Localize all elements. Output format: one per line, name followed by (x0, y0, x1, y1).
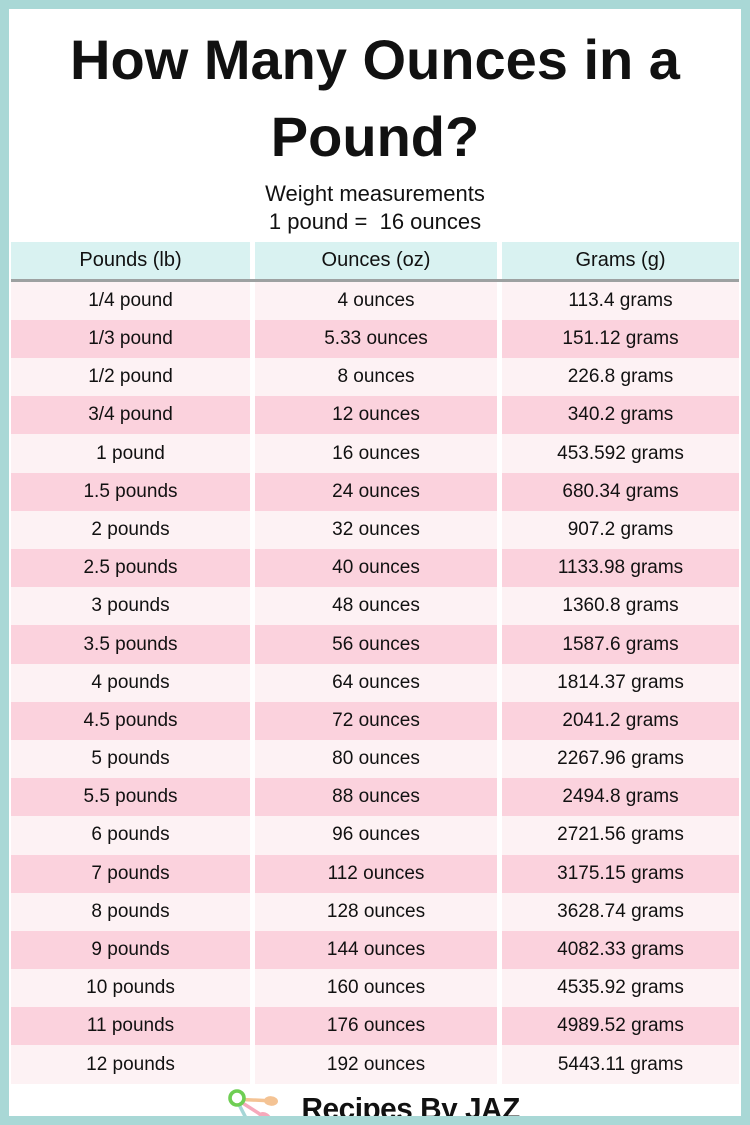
grams-cell: 113.4 grams (502, 281, 739, 320)
ounces-cell: 12 ounces (255, 396, 497, 435)
table-row: 5 pounds 80 ounces 2267.96 grams (11, 739, 739, 779)
grams-cell: 2267.96 grams (502, 739, 739, 779)
pounds-cell: 3 pounds (11, 587, 250, 626)
grams-cell: 4082.33 grams (502, 930, 739, 970)
grams-cell: 3175.15 grams (502, 854, 739, 893)
table-row: 10 pounds 160 ounces 4535.92 grams (11, 969, 739, 1008)
pounds-cell: 8 pounds (11, 892, 250, 931)
grams-cell: 680.34 grams (502, 472, 739, 511)
column-header-ounces: Ounces (oz) (255, 241, 497, 279)
measuring-spoons-icon (228, 1088, 278, 1116)
pounds-cell: 2.5 pounds (11, 549, 250, 588)
table-row: 3.5 pounds 56 ounces 1587.6 grams (11, 625, 739, 664)
pounds-cell: 3.5 pounds (11, 625, 250, 664)
footer-brand: Recipes By JAZ (9, 1084, 741, 1125)
grams-cell: 4989.52 grams (502, 1007, 739, 1046)
table-row: 12 pounds 192 ounces 5443.11 grams (11, 1045, 739, 1084)
pounds-cell: 5 pounds (11, 739, 250, 779)
table-row: 2.5 pounds 40 ounces 1133.98 grams (11, 549, 739, 588)
pounds-cell: 1/3 pound (11, 319, 250, 359)
ounces-cell: 144 ounces (255, 930, 497, 970)
subtitle-weight-measurements: Weight measurements (265, 180, 485, 206)
table-row: 4 pounds 64 ounces 1814.37 grams (11, 663, 739, 702)
pounds-cell: 10 pounds (11, 969, 250, 1008)
table-row: 4.5 pounds 72 ounces 2041.2 grams (11, 701, 739, 740)
ounces-cell: 8 ounces (255, 358, 497, 397)
ounces-cell: 72 ounces (255, 701, 497, 740)
grams-cell: 5443.11 grams (502, 1045, 739, 1084)
grams-cell: 340.2 grams (502, 396, 739, 435)
pounds-cell: 6 pounds (11, 816, 250, 855)
brand-name: Recipes By JAZ (301, 1090, 520, 1125)
table-row: 1 pound 16 ounces 453.592 grams (11, 434, 739, 473)
grams-cell: 2041.2 grams (502, 701, 739, 740)
grams-cell: 2494.8 grams (502, 778, 739, 817)
grams-cell: 4535.92 grams (502, 969, 739, 1008)
ounces-cell: 48 ounces (255, 587, 497, 626)
page-title-line1: How Many Ounces in a (70, 28, 680, 91)
grams-cell: 3628.74 grams (502, 892, 739, 931)
table-header-row: Pounds (lb) Ounces (oz) Grams (g) (11, 241, 739, 282)
pounds-cell: 12 pounds (11, 1045, 250, 1084)
ounces-cell: 16 ounces (255, 434, 497, 473)
table-row: 8 pounds 128 ounces 3628.74 grams (11, 892, 739, 931)
ounces-cell: 24 ounces (255, 472, 497, 511)
column-header-grams: Grams (g) (502, 241, 739, 279)
table-row: 1/4 pound 4 ounces 113.4 grams (11, 281, 739, 320)
ounces-cell: 88 ounces (255, 778, 497, 817)
grams-cell: 2721.56 grams (502, 816, 739, 855)
pounds-cell: 1/4 pound (11, 281, 250, 320)
grams-cell: 1814.37 grams (502, 663, 739, 702)
pounds-cell: 7 pounds (11, 854, 250, 893)
page-title-line2: Pound? (270, 105, 480, 169)
ounces-cell: 96 ounces (255, 816, 497, 855)
grams-cell: 226.8 grams (502, 358, 739, 397)
grams-cell: 151.12 grams (502, 319, 739, 359)
grams-cell: 1360.8 grams (502, 587, 739, 626)
pounds-cell: 11 pounds (11, 1007, 250, 1046)
page-title: How Many Ounces in a Pound? (23, 21, 728, 176)
conversion-table: Pounds (lb) Ounces (oz) Grams (g) 1/4 po… (11, 241, 739, 1084)
pounds-cell: 1/2 pound (11, 358, 250, 397)
grams-cell: 1133.98 grams (502, 549, 739, 588)
ounces-cell: 32 ounces (255, 510, 497, 550)
pounds-cell: 1.5 pounds (11, 472, 250, 511)
ounces-cell: 4 ounces (255, 281, 497, 320)
grams-cell: 1587.6 grams (502, 625, 739, 664)
grams-cell: 453.592 grams (502, 434, 739, 473)
ounces-cell: 128 ounces (255, 892, 497, 931)
table-row: 5.5 pounds 88 ounces 2494.8 grams (11, 778, 739, 817)
subtitle-conversion-rule: 1 pound = 16 ounces (268, 209, 482, 235)
table-row: 3 pounds 48 ounces 1360.8 grams (11, 587, 739, 626)
pounds-cell: 4 pounds (11, 663, 250, 702)
ounces-cell: 192 ounces (255, 1045, 497, 1084)
ounces-cell: 112 ounces (255, 854, 497, 893)
table-row: 2 pounds 32 ounces 907.2 grams (11, 510, 739, 550)
pounds-cell: 2 pounds (11, 510, 250, 550)
pounds-cell: 1 pound (11, 434, 250, 473)
ounces-cell: 40 ounces (255, 549, 497, 588)
table-row: 1/2 pound 8 ounces 226.8 grams (11, 358, 739, 397)
grams-cell: 907.2 grams (502, 510, 739, 550)
ounces-cell: 64 ounces (255, 663, 497, 702)
pounds-cell: 3/4 pound (11, 396, 250, 435)
ounces-cell: 160 ounces (255, 969, 497, 1008)
table-row: 6 pounds 96 ounces 2721.56 grams (11, 816, 739, 855)
ounces-cell: 56 ounces (255, 625, 497, 664)
table-row: 1/3 pound 5.33 ounces 151.12 grams (11, 319, 739, 359)
pounds-cell: 5.5 pounds (11, 778, 250, 817)
pounds-cell: 4.5 pounds (11, 701, 250, 740)
ounces-cell: 80 ounces (255, 739, 497, 779)
column-header-pounds: Pounds (lb) (11, 241, 250, 279)
table-row: 3/4 pound 12 ounces 340.2 grams (11, 396, 739, 435)
table-row: 7 pounds 112 ounces 3175.15 grams (11, 854, 739, 893)
pounds-cell: 9 pounds (11, 930, 250, 970)
table-row: 11 pounds 176 ounces 4989.52 grams (11, 1007, 739, 1046)
ounces-cell: 176 ounces (255, 1007, 497, 1046)
table-row: 1.5 pounds 24 ounces 680.34 grams (11, 472, 739, 511)
table-row: 9 pounds 144 ounces 4082.33 grams (11, 930, 739, 970)
ounces-cell: 5.33 ounces (255, 319, 497, 359)
